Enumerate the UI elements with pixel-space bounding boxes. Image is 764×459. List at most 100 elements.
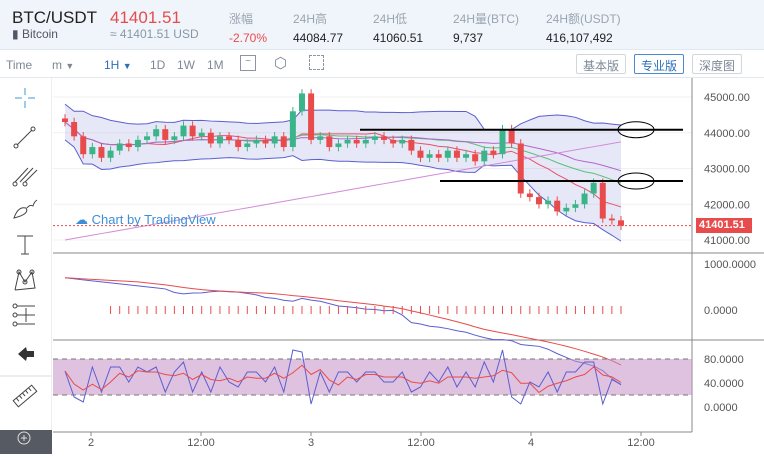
depth-chart-button[interactable]: 深度图 [692,54,743,74]
crosshair-icon[interactable] [15,88,35,108]
macd-tick: 1000.0000 [704,259,756,271]
candle-body [153,129,160,137]
time-tick: 12:00 [187,437,215,449]
candle-body [216,136,223,144]
price-tick: 43000.00 [704,164,750,176]
indicator-icon[interactable]: ~ [240,55,256,71]
chevron-down-icon: ▼ [65,61,75,71]
pattern-icon[interactable] [14,269,36,291]
candle-body [280,136,287,148]
candle-body [481,150,488,162]
candle-body [317,136,324,140]
candle-body [535,197,542,205]
pair-name: BTC/USDT [12,8,97,27]
candle-body [526,193,533,198]
back-arrow-icon[interactable] [18,347,34,361]
stat-turnover: 24H额(USDT) 416,107,492 [546,12,621,45]
measure-icon[interactable] [12,303,35,327]
ma-line-long [64,141,622,241]
anchor-ellipse [617,172,655,190]
candle-body [417,150,424,158]
stat-volume: 24H量(BTC) 9,737 [453,12,520,45]
trend-line-icon[interactable] [13,126,36,149]
interval-1m[interactable]: 1M [207,58,224,72]
candle-body [590,182,597,194]
basic-version-button[interactable]: 基本版 [576,54,627,74]
macd-line [64,277,622,386]
price-tick: 45000.00 [704,92,750,104]
candle-body [362,139,369,144]
pitchfork-icon[interactable] [12,167,38,187]
minute-select[interactable]: m ▼ [52,58,75,72]
candle-body [107,150,114,158]
candle-body [80,136,87,155]
time-tick: 12:00 [407,437,435,449]
candle-body [298,93,305,112]
price-tick: 41000.00 [704,235,750,247]
tradingview-watermark: ☁ Chart by TradingView [75,212,216,227]
candle-body [207,132,214,144]
settings-hexagon-icon[interactable]: ⬡ [274,55,288,72]
usd-price: ≈ 41401.51 USD [110,27,199,41]
tradingview-logo-icon: ☁ [75,212,88,227]
ruler-icon[interactable] [12,384,38,408]
time-button[interactable]: Time [6,58,33,72]
zoom-in-button[interactable] [0,430,52,454]
ticker-header: BTC/USDT ▮ Bitcoin 41401.51 ≈ 41401.51 U… [0,0,764,50]
candle-body [171,136,178,140]
macd-tick: 0.0000 [704,305,738,317]
last-price-label: 41401.51 [696,218,752,233]
rsi-tick: 0.0000 [704,402,738,414]
interval-1d[interactable]: 1D [150,58,166,72]
candle-body [499,129,506,155]
drawing-tools-svg [0,88,52,408]
candle-body [581,193,588,205]
chart-toolbar: Time m ▼ 1H ▼ 1D 1W 1M ~ ⬡ 基本版 专业版 深度图 [0,50,764,78]
rsi-band [53,359,692,395]
price-chart[interactable]: 45000.0044000.0043000.0042000.0041000.00… [53,78,764,454]
bollinger-upper [64,103,622,131]
rsi-line [64,349,622,406]
candle-body [618,220,624,226]
coin-icon: ▮ [12,27,19,41]
candle-body [426,154,433,158]
ma-line-30 [64,121,622,172]
screenshot-icon[interactable] [309,55,324,70]
candle-body [371,136,378,140]
text-icon[interactable] [17,235,33,255]
time-tick: 4 [528,437,534,449]
candle-body [244,143,251,148]
stat-low: 24H低 41060.51 [373,12,424,45]
candle-body [399,139,406,144]
candle-body [144,136,151,140]
candle-body [253,139,260,144]
price-tick: 44000.00 [704,128,750,140]
stat-high: 24H高 44084.77 [293,12,344,45]
candle-body [390,139,397,144]
candle-body [271,136,278,144]
stat-change: 涨幅 -2.70% [229,12,268,45]
bollinger-band-fill [65,104,621,242]
candle-body [508,129,515,144]
last-price: 41401.51 [110,8,181,27]
candle-body [353,139,360,144]
candle-body [262,139,269,144]
interval-1w[interactable]: 1W [177,58,195,72]
candle-body [453,150,460,158]
time-tick: 3 [308,437,314,449]
candle-body [162,129,169,140]
candle-body [435,154,442,158]
candle-body [116,143,123,151]
pro-version-button[interactable]: 专业版 [634,54,685,74]
brush-icon[interactable] [13,199,38,219]
interval-select[interactable]: 1H ▼ [104,58,132,72]
candle-body [572,204,579,208]
candle-body [344,139,351,144]
time-tick: 12:00 [627,437,655,449]
candle-body [545,200,552,205]
candle-body [326,136,333,148]
signal-line [64,277,622,366]
candle-body [235,139,242,148]
drawing-toolbar [0,78,52,454]
price-tick: 42000.00 [704,199,750,211]
